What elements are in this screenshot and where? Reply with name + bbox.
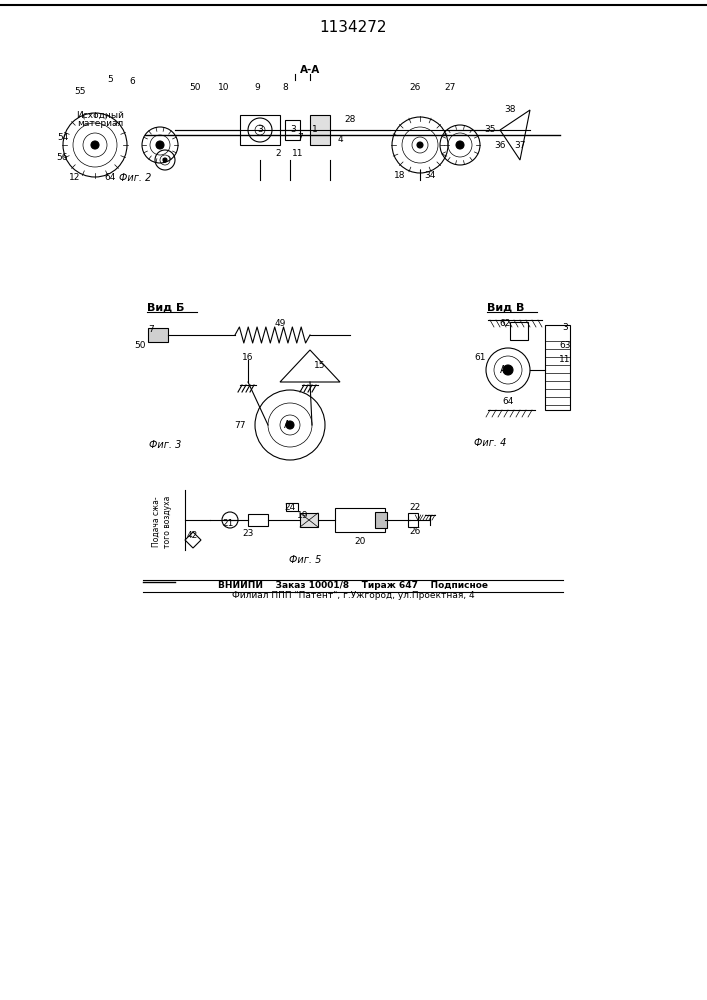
Bar bbox=[148, 328, 168, 342]
Bar bbox=[310, 115, 330, 145]
Text: 12: 12 bbox=[69, 174, 81, 182]
Text: 37: 37 bbox=[514, 140, 526, 149]
Text: Вид Б: Вид Б bbox=[147, 303, 185, 313]
Text: 3: 3 bbox=[562, 324, 568, 332]
Text: 28: 28 bbox=[344, 115, 356, 124]
Bar bbox=[300, 513, 318, 527]
Text: 1134272: 1134272 bbox=[320, 20, 387, 35]
Text: 36: 36 bbox=[494, 140, 506, 149]
Text: 55: 55 bbox=[74, 88, 86, 97]
Text: 2: 2 bbox=[275, 148, 281, 157]
Text: 5: 5 bbox=[107, 76, 113, 85]
Circle shape bbox=[456, 141, 464, 149]
Text: 3: 3 bbox=[257, 125, 263, 134]
Bar bbox=[510, 322, 528, 340]
Text: 24: 24 bbox=[284, 504, 296, 512]
Circle shape bbox=[417, 142, 423, 148]
Text: 23: 23 bbox=[243, 528, 254, 538]
Text: 26: 26 bbox=[409, 84, 421, 93]
Text: 56: 56 bbox=[57, 152, 68, 161]
Text: 7: 7 bbox=[148, 326, 153, 334]
Circle shape bbox=[163, 158, 167, 162]
Text: Вид В: Вид В bbox=[487, 303, 525, 313]
Text: 38: 38 bbox=[504, 105, 515, 114]
Text: 16: 16 bbox=[243, 354, 254, 362]
Bar bbox=[335, 508, 385, 532]
Text: 9: 9 bbox=[254, 84, 260, 93]
Text: 34: 34 bbox=[424, 170, 436, 180]
Text: А-А: А-А bbox=[300, 65, 320, 75]
Bar bbox=[285, 120, 300, 140]
Text: 6: 6 bbox=[129, 78, 135, 87]
Bar bbox=[408, 513, 418, 527]
Bar bbox=[248, 514, 268, 526]
Text: 64: 64 bbox=[105, 174, 116, 182]
Text: Филиал ППП "Патент", г.Ужгород, ул.Проектная, 4: Филиал ППП "Патент", г.Ужгород, ул.Проек… bbox=[232, 591, 474, 600]
Text: 11: 11 bbox=[559, 356, 571, 364]
Text: 18: 18 bbox=[395, 170, 406, 180]
Text: 20: 20 bbox=[354, 538, 366, 546]
Text: 27: 27 bbox=[444, 84, 456, 93]
Text: 77: 77 bbox=[234, 420, 246, 430]
Text: Фиг. 2: Фиг. 2 bbox=[119, 173, 151, 183]
Text: 22: 22 bbox=[409, 504, 421, 512]
Text: 8: 8 bbox=[282, 84, 288, 93]
Text: 50: 50 bbox=[189, 84, 201, 93]
Text: 26: 26 bbox=[409, 528, 421, 536]
Text: Фиг. 4: Фиг. 4 bbox=[474, 438, 506, 448]
Bar bbox=[375, 512, 387, 528]
Text: 3: 3 bbox=[290, 125, 296, 134]
Text: A: A bbox=[500, 365, 506, 375]
Bar bbox=[545, 325, 570, 410]
Text: 4: 4 bbox=[337, 135, 343, 144]
Text: 42: 42 bbox=[187, 530, 198, 540]
Text: 54: 54 bbox=[57, 133, 69, 142]
Text: материал: материал bbox=[77, 118, 123, 127]
Text: 7: 7 bbox=[297, 133, 303, 142]
Text: Подача сжа-
того воздуха: Подача сжа- того воздуха bbox=[152, 496, 172, 548]
Circle shape bbox=[156, 141, 164, 149]
Bar bbox=[240, 115, 280, 145]
Text: 63: 63 bbox=[559, 340, 571, 350]
Text: 35: 35 bbox=[484, 125, 496, 134]
Circle shape bbox=[91, 141, 99, 149]
Text: 15: 15 bbox=[314, 360, 326, 369]
Bar bbox=[286, 503, 298, 511]
Text: Фиг. 5: Фиг. 5 bbox=[289, 555, 321, 565]
Circle shape bbox=[286, 421, 294, 429]
Text: A: A bbox=[284, 420, 291, 430]
Circle shape bbox=[503, 365, 513, 375]
Text: 19: 19 bbox=[297, 512, 309, 520]
Text: 49: 49 bbox=[274, 320, 286, 328]
Text: 11: 11 bbox=[292, 148, 304, 157]
Text: Исходный: Исходный bbox=[76, 110, 124, 119]
Text: 64: 64 bbox=[502, 397, 514, 406]
Text: 1: 1 bbox=[312, 125, 318, 134]
Text: Фиг. 3: Фиг. 3 bbox=[148, 440, 181, 450]
Text: 10: 10 bbox=[218, 84, 230, 93]
Text: 61: 61 bbox=[474, 354, 486, 362]
Text: 50: 50 bbox=[134, 340, 146, 350]
Text: 21: 21 bbox=[222, 520, 234, 528]
Text: ВНИИПИ    Заказ 10001/8    Тираж 647    Подписное: ВНИИПИ Заказ 10001/8 Тираж 647 Подписное bbox=[218, 582, 488, 590]
Text: 62: 62 bbox=[499, 320, 510, 328]
